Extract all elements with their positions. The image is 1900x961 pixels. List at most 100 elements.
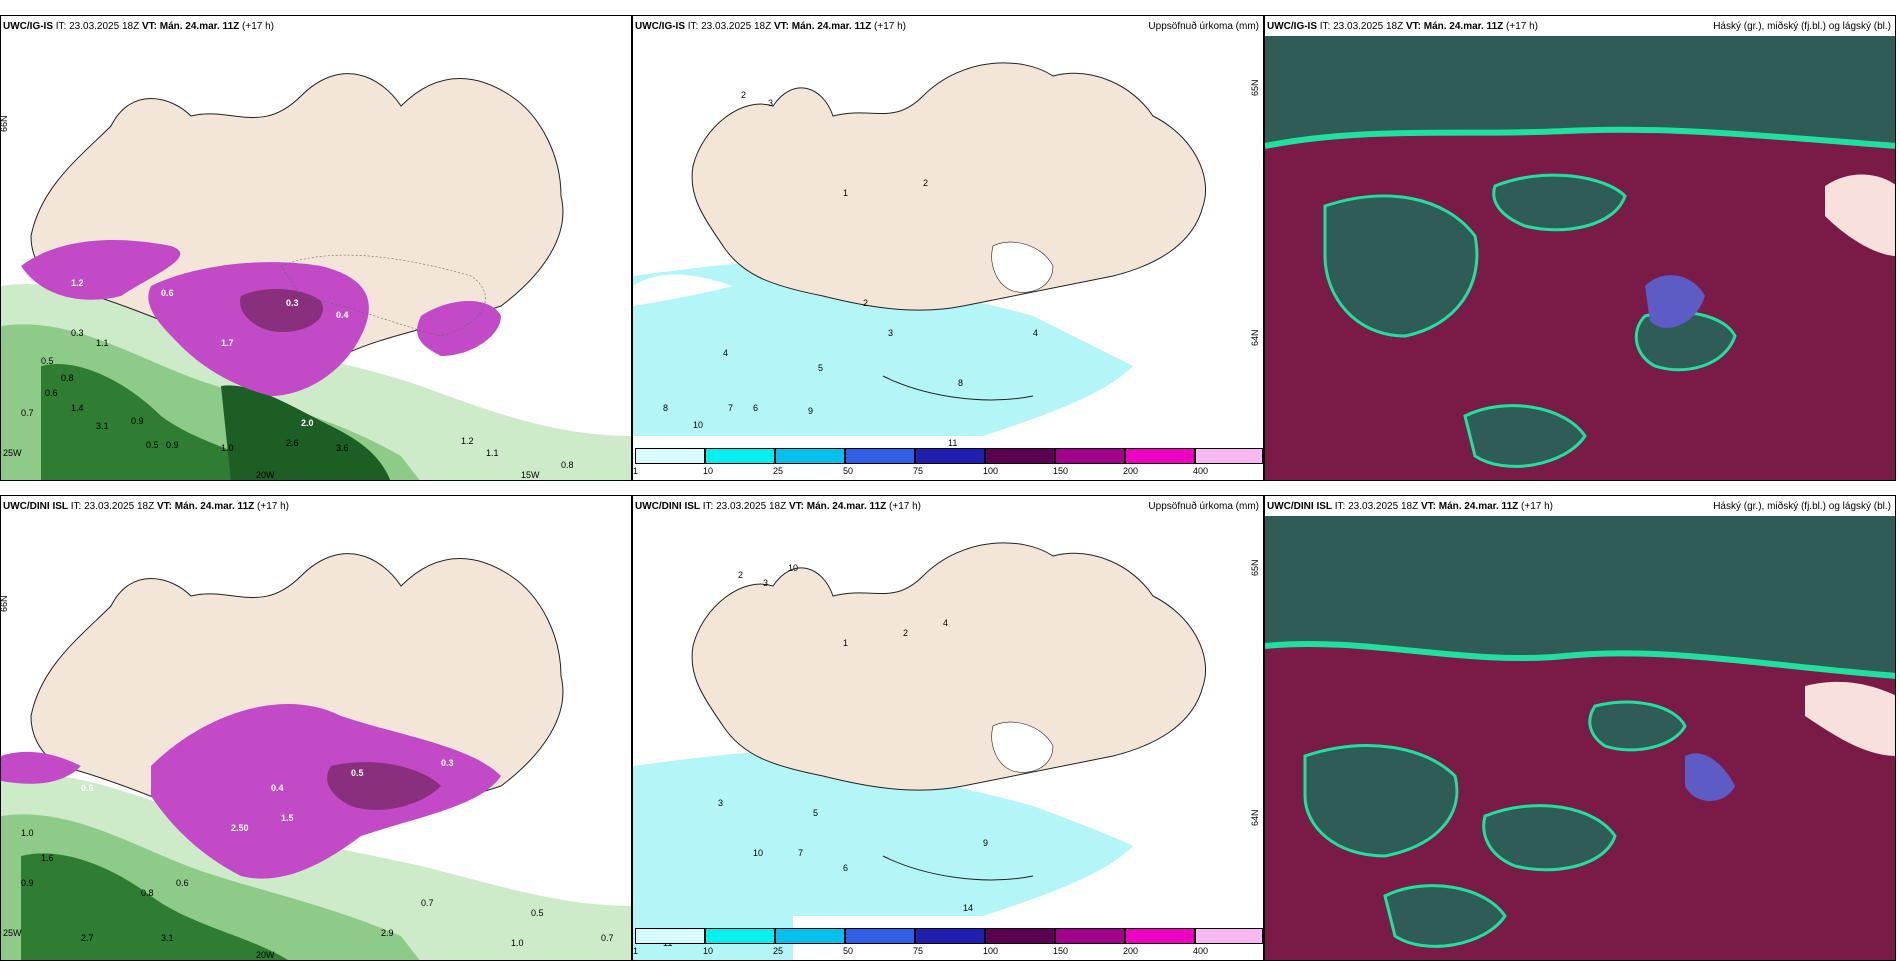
legend-swatch: [915, 928, 985, 944]
map-clouds-dini[interactable]: [1265, 516, 1895, 960]
value-label: 10: [753, 848, 763, 858]
value-label: 7: [728, 403, 733, 413]
legend-swatch: [1055, 448, 1125, 464]
legend-tick: 400: [1193, 946, 1209, 956]
legend-swatch: [985, 928, 1055, 944]
legend-tick: 10: [703, 466, 714, 476]
value-label: 1.1: [486, 448, 499, 458]
panel-ig-is-precip-type: UWC/IG-IS IT: 23.03.2025 18Z VT: Mán. 24…: [0, 15, 632, 481]
legend-tick: 1: [633, 946, 639, 956]
panel-header: UWC/DINI ISL IT: 23.03.2025 18Z VT: Mán.…: [1267, 499, 1891, 515]
value-label: 2: [741, 90, 746, 100]
value-label: 2: [903, 628, 908, 638]
value-label: 4: [1033, 328, 1038, 338]
lon-label-20w: 20W: [256, 950, 275, 960]
panel-title-right: Háský (gr.), miðský (fj.bl.) og lágský (…: [1713, 501, 1891, 512]
map-precip-type-dini[interactable]: 66N 25W 20W 0.6 1.0 0.9 2.7 3.1 1.6 0.8 …: [1, 516, 631, 960]
value-label: 1.0: [511, 938, 524, 948]
value-label: 2: [923, 178, 928, 188]
value-label: 3: [763, 578, 768, 588]
legend-tick: 25: [773, 466, 784, 476]
legend-swatch: [775, 928, 845, 944]
value-label: 4: [723, 348, 728, 358]
value-label: 5: [818, 363, 823, 373]
legend-swatch: [1195, 448, 1263, 464]
legend-swatch: [705, 448, 775, 464]
panel-title-right: Háský (gr.), miðský (fj.bl.) og lágský (…: [1713, 21, 1891, 32]
lat-label-64n: 64N: [1250, 809, 1260, 826]
legend-tick: 1: [633, 466, 639, 476]
value-label: 9: [983, 838, 988, 848]
map-clouds-ig[interactable]: [1265, 36, 1895, 480]
lat-label-65n: 65N: [1250, 79, 1260, 96]
value-label: 2.50: [231, 823, 249, 833]
value-label: 0.8: [61, 373, 74, 383]
legend-swatch: [1055, 928, 1125, 944]
panel-header: UWC/IG-IS IT: 23.03.2025 18Z VT: Mán. 24…: [3, 21, 274, 32]
value-label: 3.6: [336, 443, 349, 453]
value-label: 8: [663, 403, 668, 413]
lon-label-25w: 25W: [3, 928, 22, 938]
value-label: 1.0: [21, 828, 34, 838]
value-label: 0.5: [146, 440, 159, 450]
value-label: 6: [753, 403, 758, 413]
value-label: 0.8: [561, 460, 574, 470]
value-label: 3: [718, 798, 723, 808]
value-label: 1.0: [221, 443, 234, 453]
legend-swatch: [845, 928, 915, 944]
value-label: 1.2: [461, 436, 474, 446]
legend-tick: 400: [1193, 466, 1209, 476]
lon-label-15w: 15W: [521, 470, 540, 480]
lon-label-25w: 25W: [3, 448, 22, 458]
value-label: 9: [808, 406, 813, 416]
value-label: 1.7: [221, 338, 234, 348]
value-label: 0.6: [45, 388, 58, 398]
legend-tick: 150: [1053, 466, 1069, 476]
value-label: 3.1: [96, 421, 109, 431]
value-label: 1.2: [71, 278, 84, 288]
panel-dini-clouds: UWC/DINI ISL IT: 23.03.2025 18Z VT: Mán.…: [1264, 495, 1896, 961]
legend-tick: 50: [843, 946, 854, 956]
value-label: 0.4: [471, 808, 484, 818]
precip-colorbar: 1 10 25 50 75 100 150 200 400: [633, 928, 1263, 958]
panel-header: UWC/IG-IS IT: 23.03.2025 18Z VT: Mán. 24…: [1267, 19, 1891, 35]
legend-tick: 150: [1053, 946, 1069, 956]
value-label: 3: [888, 328, 893, 338]
value-label: 0.6: [161, 288, 174, 298]
legend-swatch: [845, 448, 915, 464]
value-label: 2.9: [381, 928, 394, 938]
value-label: 0.6: [81, 783, 94, 793]
map-accumulated-precip-dini[interactable]: 65N 64N 2 3 10 1 2 4 3 7 10 6 12 11 5 9 …: [633, 516, 1263, 960]
value-label: 0.3: [71, 328, 84, 338]
legend-swatch: [1125, 448, 1195, 464]
value-label: 0.5: [531, 908, 544, 918]
value-label: 10: [788, 563, 798, 573]
value-label: 0.3: [286, 298, 299, 308]
value-label: 10: [693, 420, 703, 430]
legend-swatch: [1195, 928, 1263, 944]
legend-tick: 75: [913, 466, 924, 476]
value-label: 2: [863, 298, 868, 308]
legend-tick: 75: [913, 946, 924, 956]
legend-tick: 100: [983, 466, 999, 476]
panel-header: UWC/DINI ISL IT: 23.03.2025 18Z VT: Mán.…: [3, 501, 289, 512]
value-label: 3.1: [161, 933, 174, 943]
panel-ig-is-accumulated-precip: UWC/IG-IS IT: 23.03.2025 18Z VT: Mán. 24…: [632, 15, 1264, 481]
lat-label-64n: 64N: [1250, 329, 1260, 346]
panel-ig-is-clouds: UWC/IG-IS IT: 23.03.2025 18Z VT: Mán. 24…: [1264, 15, 1896, 481]
map-precip-type-ig[interactable]: 66N 25W 20W 15W 1.2 0.3 1.1 0.5 0.8 0.6 …: [1, 36, 631, 480]
map-accumulated-precip-ig[interactable]: 65N 64N 2 3 1 2 4 2 5 3 8 7 6 9 10 4 8 1…: [633, 36, 1263, 480]
value-label: 1.1: [96, 338, 109, 348]
value-label: 2.7: [81, 933, 94, 943]
value-label: 0.6: [176, 878, 189, 888]
legend-swatch: [635, 448, 705, 464]
lat-label-65n: 65N: [1250, 559, 1260, 576]
lat-label-66n: 66N: [1, 595, 9, 612]
value-label: 0.5: [41, 356, 54, 366]
value-label: 0.3: [441, 758, 454, 768]
value-label: 0.5: [351, 768, 364, 778]
value-label: 1.4: [71, 403, 84, 413]
legend-swatch: [1125, 928, 1195, 944]
value-label: 0.9: [131, 416, 144, 426]
value-label: 1.6: [41, 853, 54, 863]
